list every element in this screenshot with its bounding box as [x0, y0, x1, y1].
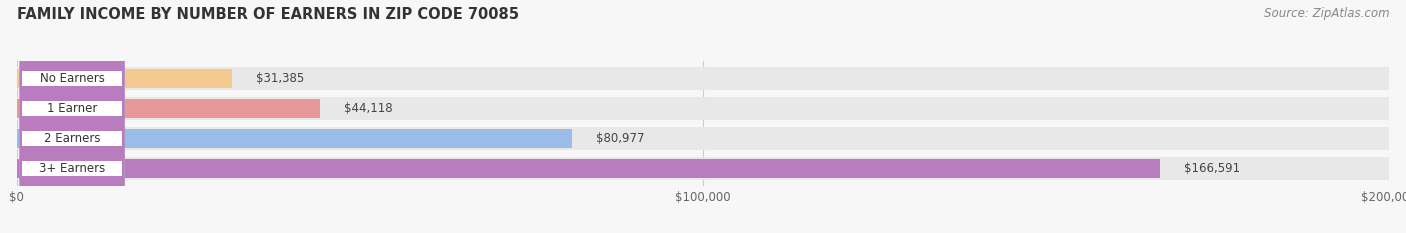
- Bar: [22, 131, 122, 146]
- Bar: [17, 129, 572, 148]
- Text: $166,591: $166,591: [1184, 162, 1240, 175]
- Ellipse shape: [20, 0, 22, 233]
- Bar: [22, 131, 122, 146]
- Text: Source: ZipAtlas.com: Source: ZipAtlas.com: [1264, 7, 1389, 20]
- Text: No Earners: No Earners: [39, 72, 104, 85]
- Bar: [22, 161, 122, 176]
- Ellipse shape: [20, 0, 22, 233]
- Bar: [17, 97, 1389, 120]
- Bar: [17, 157, 1389, 180]
- Ellipse shape: [121, 0, 125, 233]
- Ellipse shape: [20, 0, 22, 233]
- Text: 1 Earner: 1 Earner: [46, 102, 97, 115]
- Bar: [21, 0, 122, 233]
- Bar: [22, 101, 122, 116]
- Bar: [22, 101, 122, 116]
- Text: $80,977: $80,977: [596, 132, 645, 145]
- Bar: [17, 159, 1160, 178]
- Ellipse shape: [121, 0, 125, 233]
- Text: $44,118: $44,118: [343, 102, 392, 115]
- Ellipse shape: [121, 0, 125, 233]
- Text: 3+ Earners: 3+ Earners: [39, 162, 105, 175]
- Bar: [17, 127, 1389, 150]
- Bar: [22, 71, 122, 86]
- Bar: [21, 0, 122, 233]
- Bar: [17, 69, 232, 88]
- Text: $31,385: $31,385: [256, 72, 305, 85]
- Bar: [17, 99, 319, 118]
- Bar: [17, 67, 1389, 90]
- Bar: [21, 0, 122, 233]
- Bar: [21, 0, 122, 233]
- Ellipse shape: [121, 0, 125, 233]
- Ellipse shape: [20, 0, 22, 233]
- Text: 2 Earners: 2 Earners: [44, 132, 100, 145]
- Text: FAMILY INCOME BY NUMBER OF EARNERS IN ZIP CODE 70085: FAMILY INCOME BY NUMBER OF EARNERS IN ZI…: [17, 7, 519, 22]
- Bar: [22, 71, 122, 86]
- Bar: [22, 161, 122, 176]
